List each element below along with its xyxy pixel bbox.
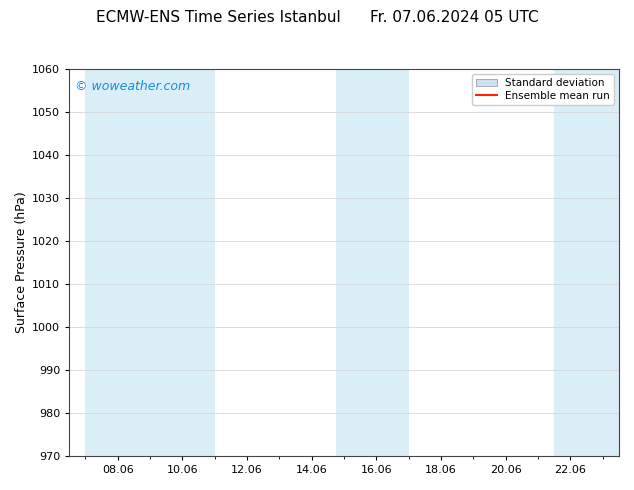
Bar (554, 69, 619, 456)
Bar (158, 69, 215, 456)
Text: ECMW-ENS Time Series Istanbul      Fr. 07.06.2024 05 UTC: ECMW-ENS Time Series Istanbul Fr. 07.06.… (96, 10, 538, 25)
Bar (336, 69, 409, 456)
Bar (86, 69, 158, 456)
Legend: Standard deviation, Ensemble mean run: Standard deviation, Ensemble mean run (472, 74, 614, 105)
Text: © woweather.com: © woweather.com (75, 80, 190, 93)
Y-axis label: Surface Pressure (hPa): Surface Pressure (hPa) (15, 192, 28, 333)
